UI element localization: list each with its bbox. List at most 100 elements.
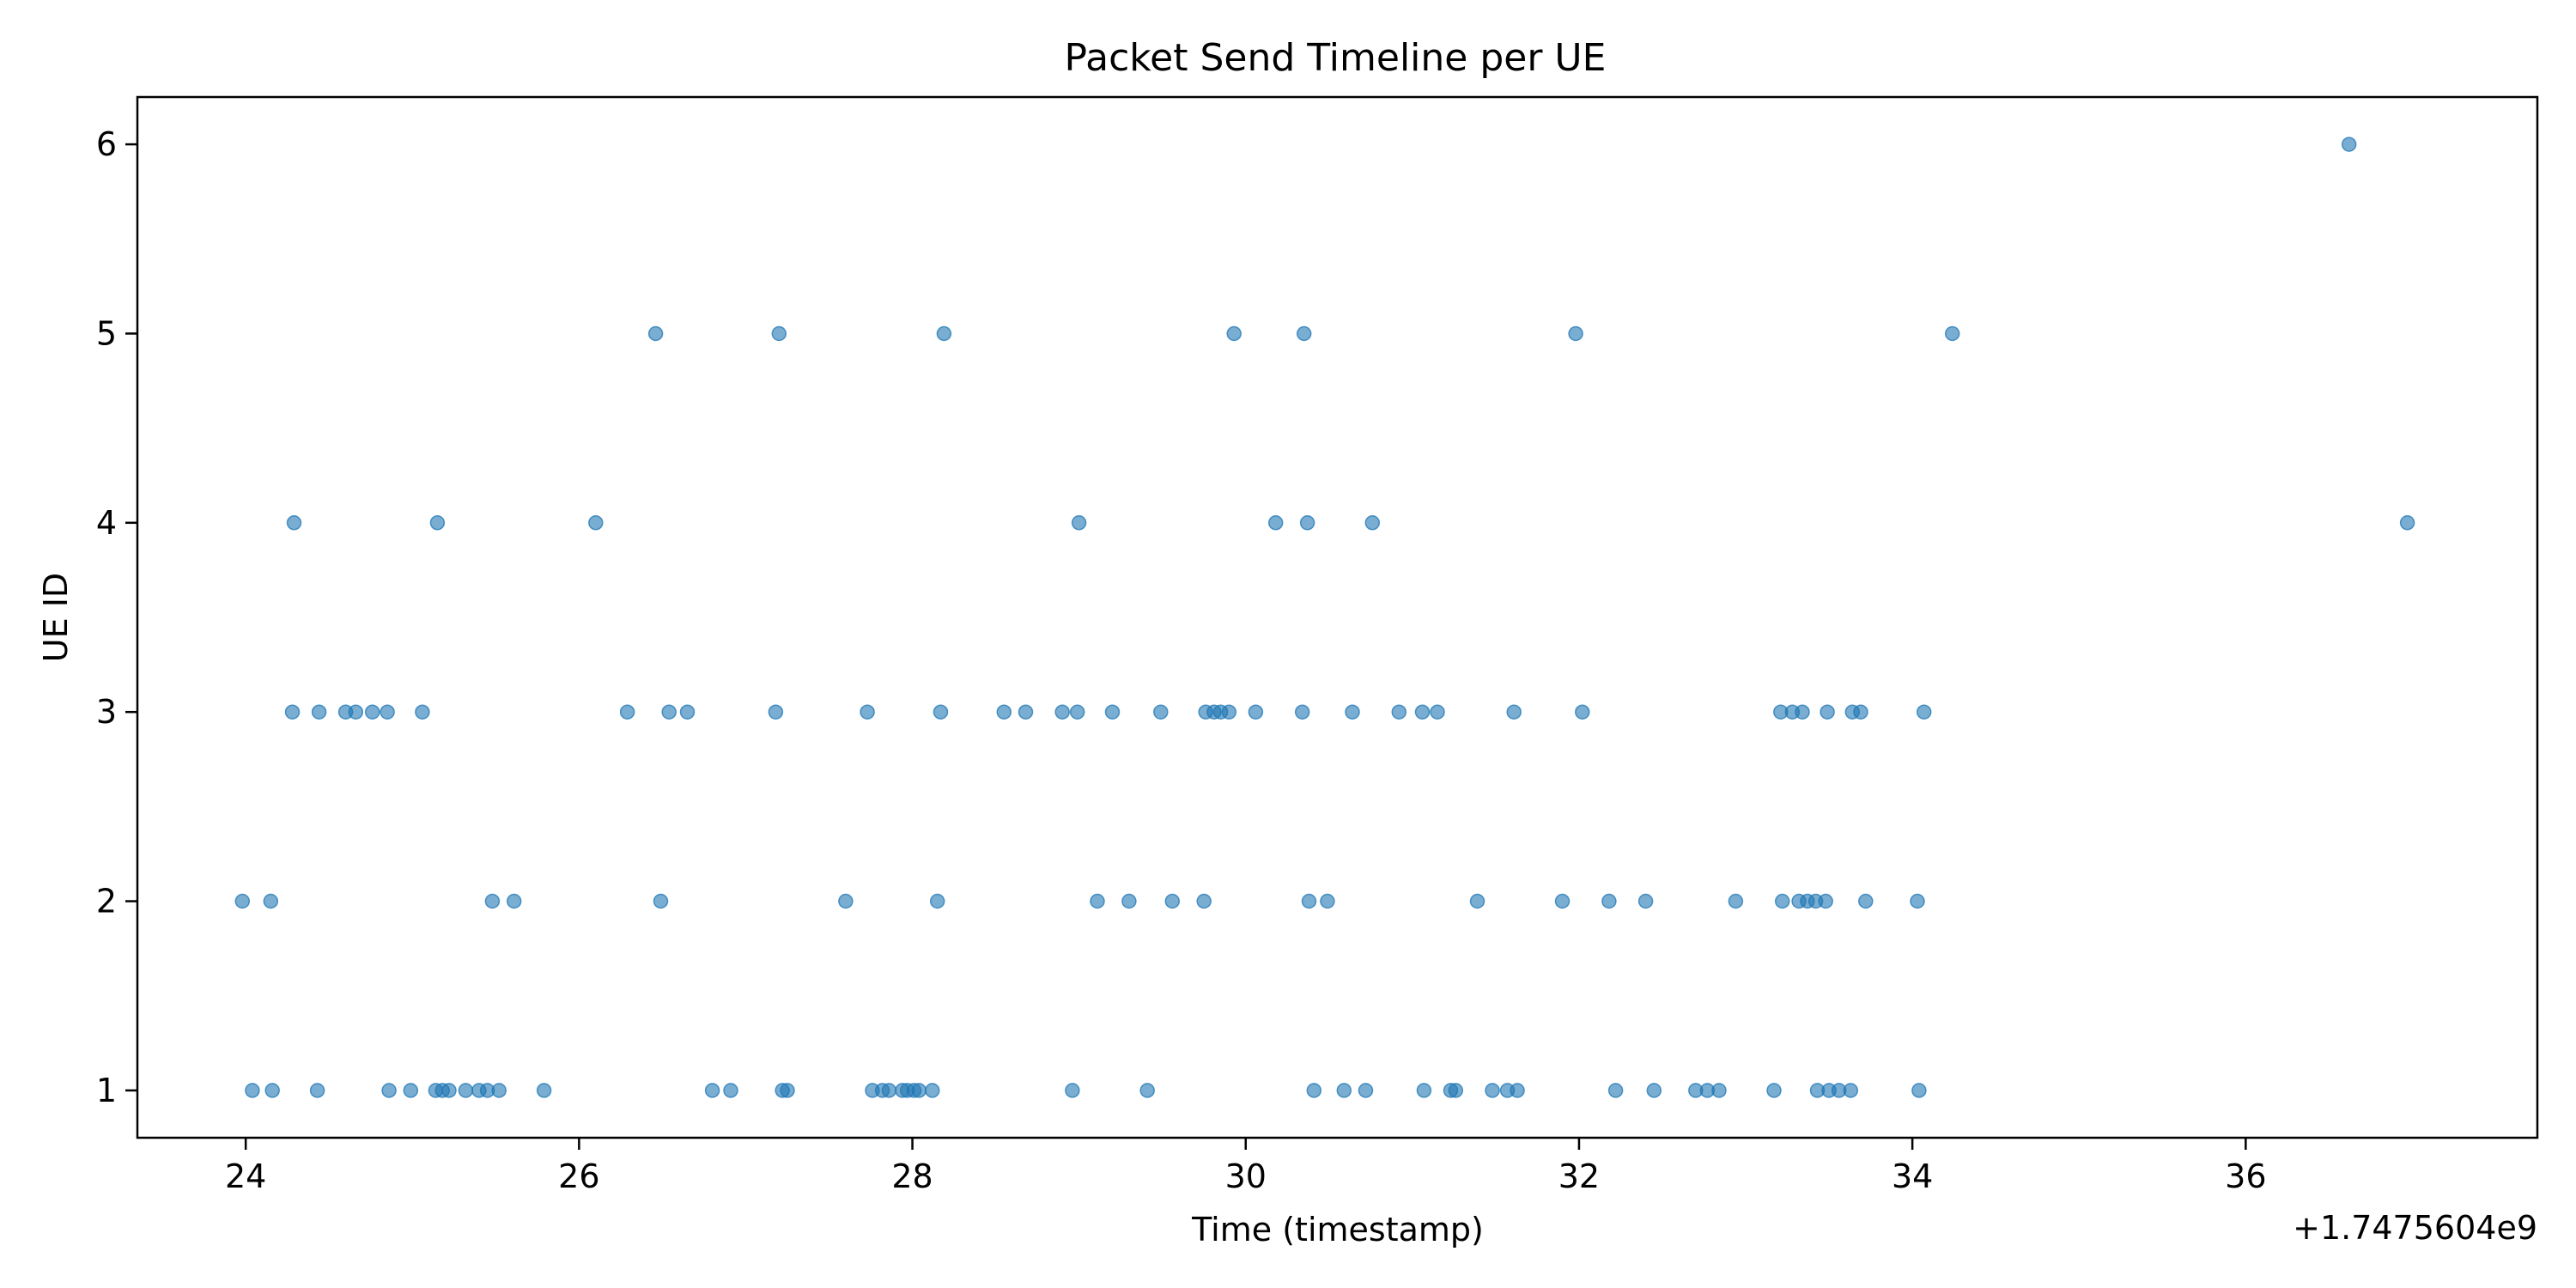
data-point: [286, 515, 302, 531]
data-point: [661, 704, 677, 720]
data-point: [647, 325, 664, 342]
data-point: [1575, 704, 1590, 720]
data-point: [1069, 704, 1085, 720]
data-point: [1485, 1083, 1500, 1098]
y-tick-label: 6: [96, 125, 117, 163]
data-point: [1267, 515, 1284, 531]
data-point: [996, 704, 1012, 720]
data-point: [484, 893, 501, 909]
data-point: [933, 704, 949, 720]
data-point: [723, 1083, 738, 1098]
data-point: [415, 704, 430, 720]
data-point: [429, 515, 446, 531]
data-point: [768, 704, 784, 720]
data-point: [588, 515, 604, 531]
chart-title: Packet Send Timeline per UE: [1065, 36, 1607, 80]
y-tick-label: 4: [96, 504, 117, 542]
data-point: [1299, 515, 1315, 531]
y-tick-label: 1: [96, 1072, 117, 1109]
x-tick-label: 34: [1892, 1157, 1933, 1195]
x-tick-label: 32: [1558, 1157, 1600, 1195]
data-point: [1858, 893, 1874, 909]
data-point: [1430, 704, 1445, 720]
data-point: [364, 704, 380, 720]
x-tick-label: 24: [225, 1157, 266, 1195]
data-point: [929, 893, 945, 909]
data-point: [506, 893, 522, 909]
data-point: [881, 1083, 897, 1098]
data-point: [1506, 704, 1522, 720]
data-point: [1306, 1083, 1322, 1098]
data-point: [1910, 893, 1925, 909]
data-point: [1510, 1083, 1525, 1098]
data-point: [1853, 704, 1868, 720]
data-point: [458, 1083, 474, 1098]
data-point: [441, 1083, 457, 1098]
data-point: [1448, 1083, 1464, 1098]
data-point: [1248, 704, 1264, 720]
data-point: [1818, 893, 1833, 909]
data-point: [1766, 1083, 1782, 1098]
data-point: [1054, 704, 1070, 720]
data-point: [380, 704, 395, 720]
data-point: [1911, 1083, 1927, 1098]
data-point: [1358, 1083, 1374, 1098]
data-point: [936, 325, 952, 342]
data-point: [911, 1083, 927, 1098]
data-point: [780, 1083, 795, 1098]
data-point: [704, 1083, 720, 1098]
data-point: [1416, 1083, 1432, 1098]
y-tick-label: 3: [96, 693, 117, 731]
data-point: [1104, 704, 1121, 720]
data-point: [264, 1083, 280, 1098]
data-point: [1469, 893, 1485, 909]
data-point: [1121, 893, 1137, 909]
y-axis-ticks: 1 2 3 4 5 6: [96, 125, 137, 1109]
data-point: [1196, 893, 1212, 909]
data-point: [1221, 704, 1237, 720]
data-point: [1637, 893, 1654, 909]
x-tick-label: 36: [2225, 1157, 2266, 1195]
data-point: [653, 893, 669, 909]
x-tick-label: 28: [891, 1157, 933, 1195]
data-point: [860, 704, 875, 720]
data-point: [245, 1083, 260, 1098]
data-point: [284, 704, 301, 720]
data-point: [311, 704, 327, 720]
data-point: [1607, 1083, 1624, 1098]
data-point: [1090, 893, 1105, 909]
data-point: [1711, 1083, 1727, 1098]
data-point: [2341, 137, 2357, 152]
data-point: [348, 704, 364, 720]
x-axis-offset-label: +1.7475604e9: [2293, 1209, 2537, 1247]
data-point: [1843, 1083, 1859, 1098]
data-point: [838, 893, 854, 909]
data-point: [679, 704, 696, 720]
data-point: [1065, 1083, 1080, 1098]
data-point: [1568, 325, 1583, 342]
data-points: [234, 137, 2415, 1098]
data-point: [1646, 1083, 1662, 1098]
y-tick-label: 2: [96, 883, 117, 920]
y-axis-label: UE ID: [37, 573, 75, 662]
data-point: [1164, 893, 1181, 909]
data-point: [925, 1083, 940, 1098]
data-point: [536, 1083, 552, 1098]
data-point: [381, 1083, 397, 1098]
data-point: [403, 1083, 419, 1098]
data-point: [1554, 893, 1571, 909]
data-point: [2399, 515, 2415, 531]
data-point: [1294, 704, 1310, 720]
data-point: [1139, 1083, 1155, 1098]
data-point: [771, 325, 787, 342]
data-point: [263, 893, 279, 909]
data-point: [1336, 1083, 1352, 1098]
data-point: [1820, 704, 1835, 720]
data-point: [1364, 515, 1381, 531]
y-tick-label: 5: [96, 314, 117, 352]
data-point: [1071, 515, 1087, 531]
data-point: [1153, 704, 1169, 720]
data-point: [1795, 704, 1810, 720]
data-point: [1414, 704, 1431, 720]
